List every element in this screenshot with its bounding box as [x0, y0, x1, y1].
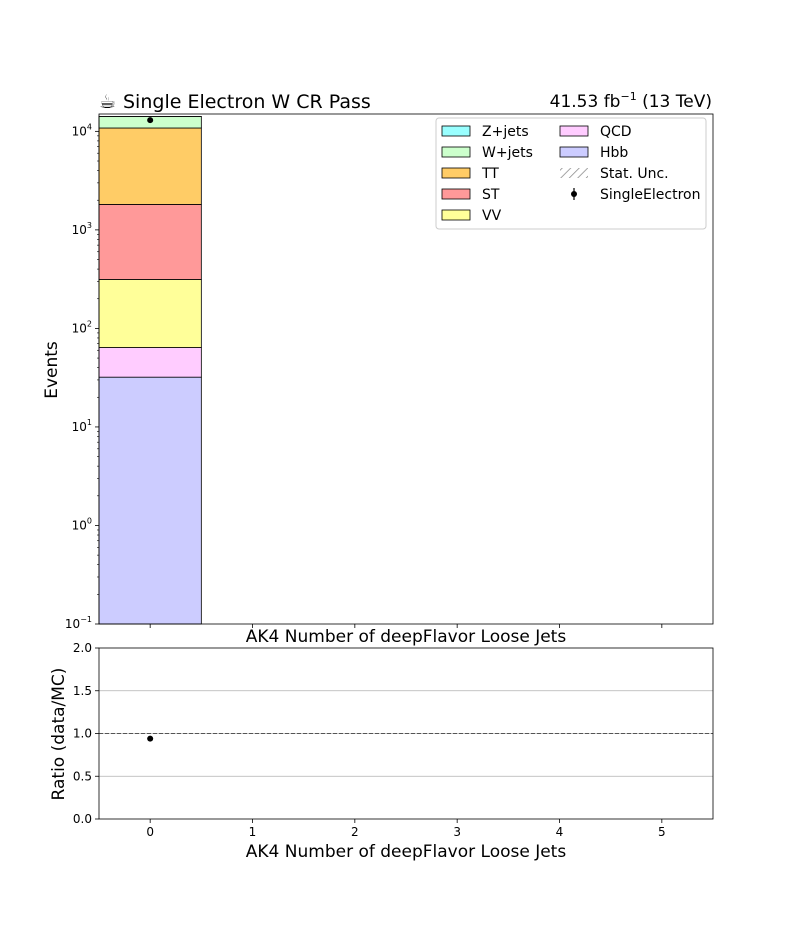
bar-hbb-bin-0 — [98, 376, 202, 625]
legend-label-singleelectron: SingleElectron — [600, 187, 700, 203]
legend-label-qcd: QCD — [600, 124, 632, 140]
ratio-x-tick-label: 5 — [658, 825, 666, 839]
ratio-x-tick-label: 3 — [453, 825, 461, 839]
legend-swatch-vv — [441, 209, 471, 221]
legend-label-w-jets: W+jets — [482, 145, 533, 161]
legend-swatch-st — [441, 188, 471, 200]
bar-st-bin-0 — [98, 203, 202, 280]
legend-label-st: ST — [482, 187, 500, 203]
ratio-x-tick-label: 4 — [556, 825, 564, 839]
data-point — [147, 117, 154, 124]
ratio-y-tick-label: 1.0 — [73, 727, 92, 741]
legend-swatch-w-jets — [441, 146, 471, 158]
y-tick-label: 100 — [72, 516, 92, 532]
main-y-axis-label: Events — [42, 341, 62, 399]
legend-label-z-jets: Z+jets — [482, 124, 529, 140]
main-panel: 10−1 100 101 102 103 104 Events AK4 Number of… — [42, 113, 714, 647]
main-axes-frame — [98, 113, 714, 625]
legend-swatch-z-jets — [441, 125, 471, 137]
data-points — [147, 117, 154, 124]
title-icon: ☕ — [99, 91, 116, 113]
main-x-ticks — [149, 624, 663, 628]
bar-qcd-bin-0 — [98, 347, 202, 378]
legend-label-hbb: Hbb — [600, 145, 628, 161]
ratio-points — [147, 735, 154, 742]
ratio-x-tick-label: 2 — [351, 825, 359, 839]
ratio-y-axis-label: Ratio (data/MC) — [49, 668, 69, 801]
ratio-y-tick-label: 2.0 — [73, 641, 92, 655]
legend-label-stat-unc-: Stat. Unc. — [600, 166, 669, 182]
ratio-panel: 0.0 0.5 1.0 1.5 2.0 0 1 2 3 4 5 Ratio (data/MC) A… — [49, 641, 714, 862]
ratio-x-axis-label: AK4 Number of deepFlavor Loose Jets — [246, 842, 567, 862]
legend-swatch-stat-unc- — [560, 168, 588, 178]
y-tick-label: 10−1 — [65, 615, 92, 631]
ratio-y-ticks: 0.0 0.5 1.0 1.5 2.0 — [73, 641, 99, 826]
bar-tt-bin-0 — [98, 127, 202, 205]
main-y-ticks: 10−1 100 101 102 103 104 — [65, 122, 99, 631]
ratio-point — [147, 735, 154, 742]
ratio-y-tick-label: 0.0 — [73, 812, 92, 826]
y-tick-label: 103 — [72, 221, 92, 237]
legend-marker-singleelectron — [571, 191, 577, 197]
legend-swatch-tt — [441, 167, 471, 179]
stacked-bars — [98, 116, 202, 625]
ratio-y-tick-label: 0.5 — [73, 769, 92, 783]
y-tick-label: 104 — [72, 122, 92, 138]
legend: Z+jets W+jets TT ST VV QCD Hbb Stat. Unc. Single… — [435, 117, 707, 230]
ratio-x-ticks: 0 1 2 3 4 5 — [146, 819, 666, 839]
main-x-axis-label: AK4 Number of deepFlavor Loose Jets — [246, 627, 567, 647]
lumi-label: 41.53 fb−1 (13 TeV) — [550, 90, 712, 112]
ratio-x-tick-label: 0 — [146, 825, 154, 839]
legend-label-vv: VV — [482, 208, 502, 224]
y-tick-label: 101 — [72, 418, 92, 434]
ratio-x-tick-label: 1 — [249, 825, 257, 839]
plot-title: Single Electron W CR Pass — [123, 91, 371, 113]
ratio-y-tick-label: 1.5 — [73, 684, 92, 698]
legend-label-tt: TT — [481, 166, 499, 182]
legend-swatch-qcd — [559, 125, 589, 137]
legend-swatch-hbb — [559, 146, 589, 158]
bar-vv-bin-0 — [98, 279, 202, 348]
y-tick-label: 102 — [72, 319, 92, 335]
